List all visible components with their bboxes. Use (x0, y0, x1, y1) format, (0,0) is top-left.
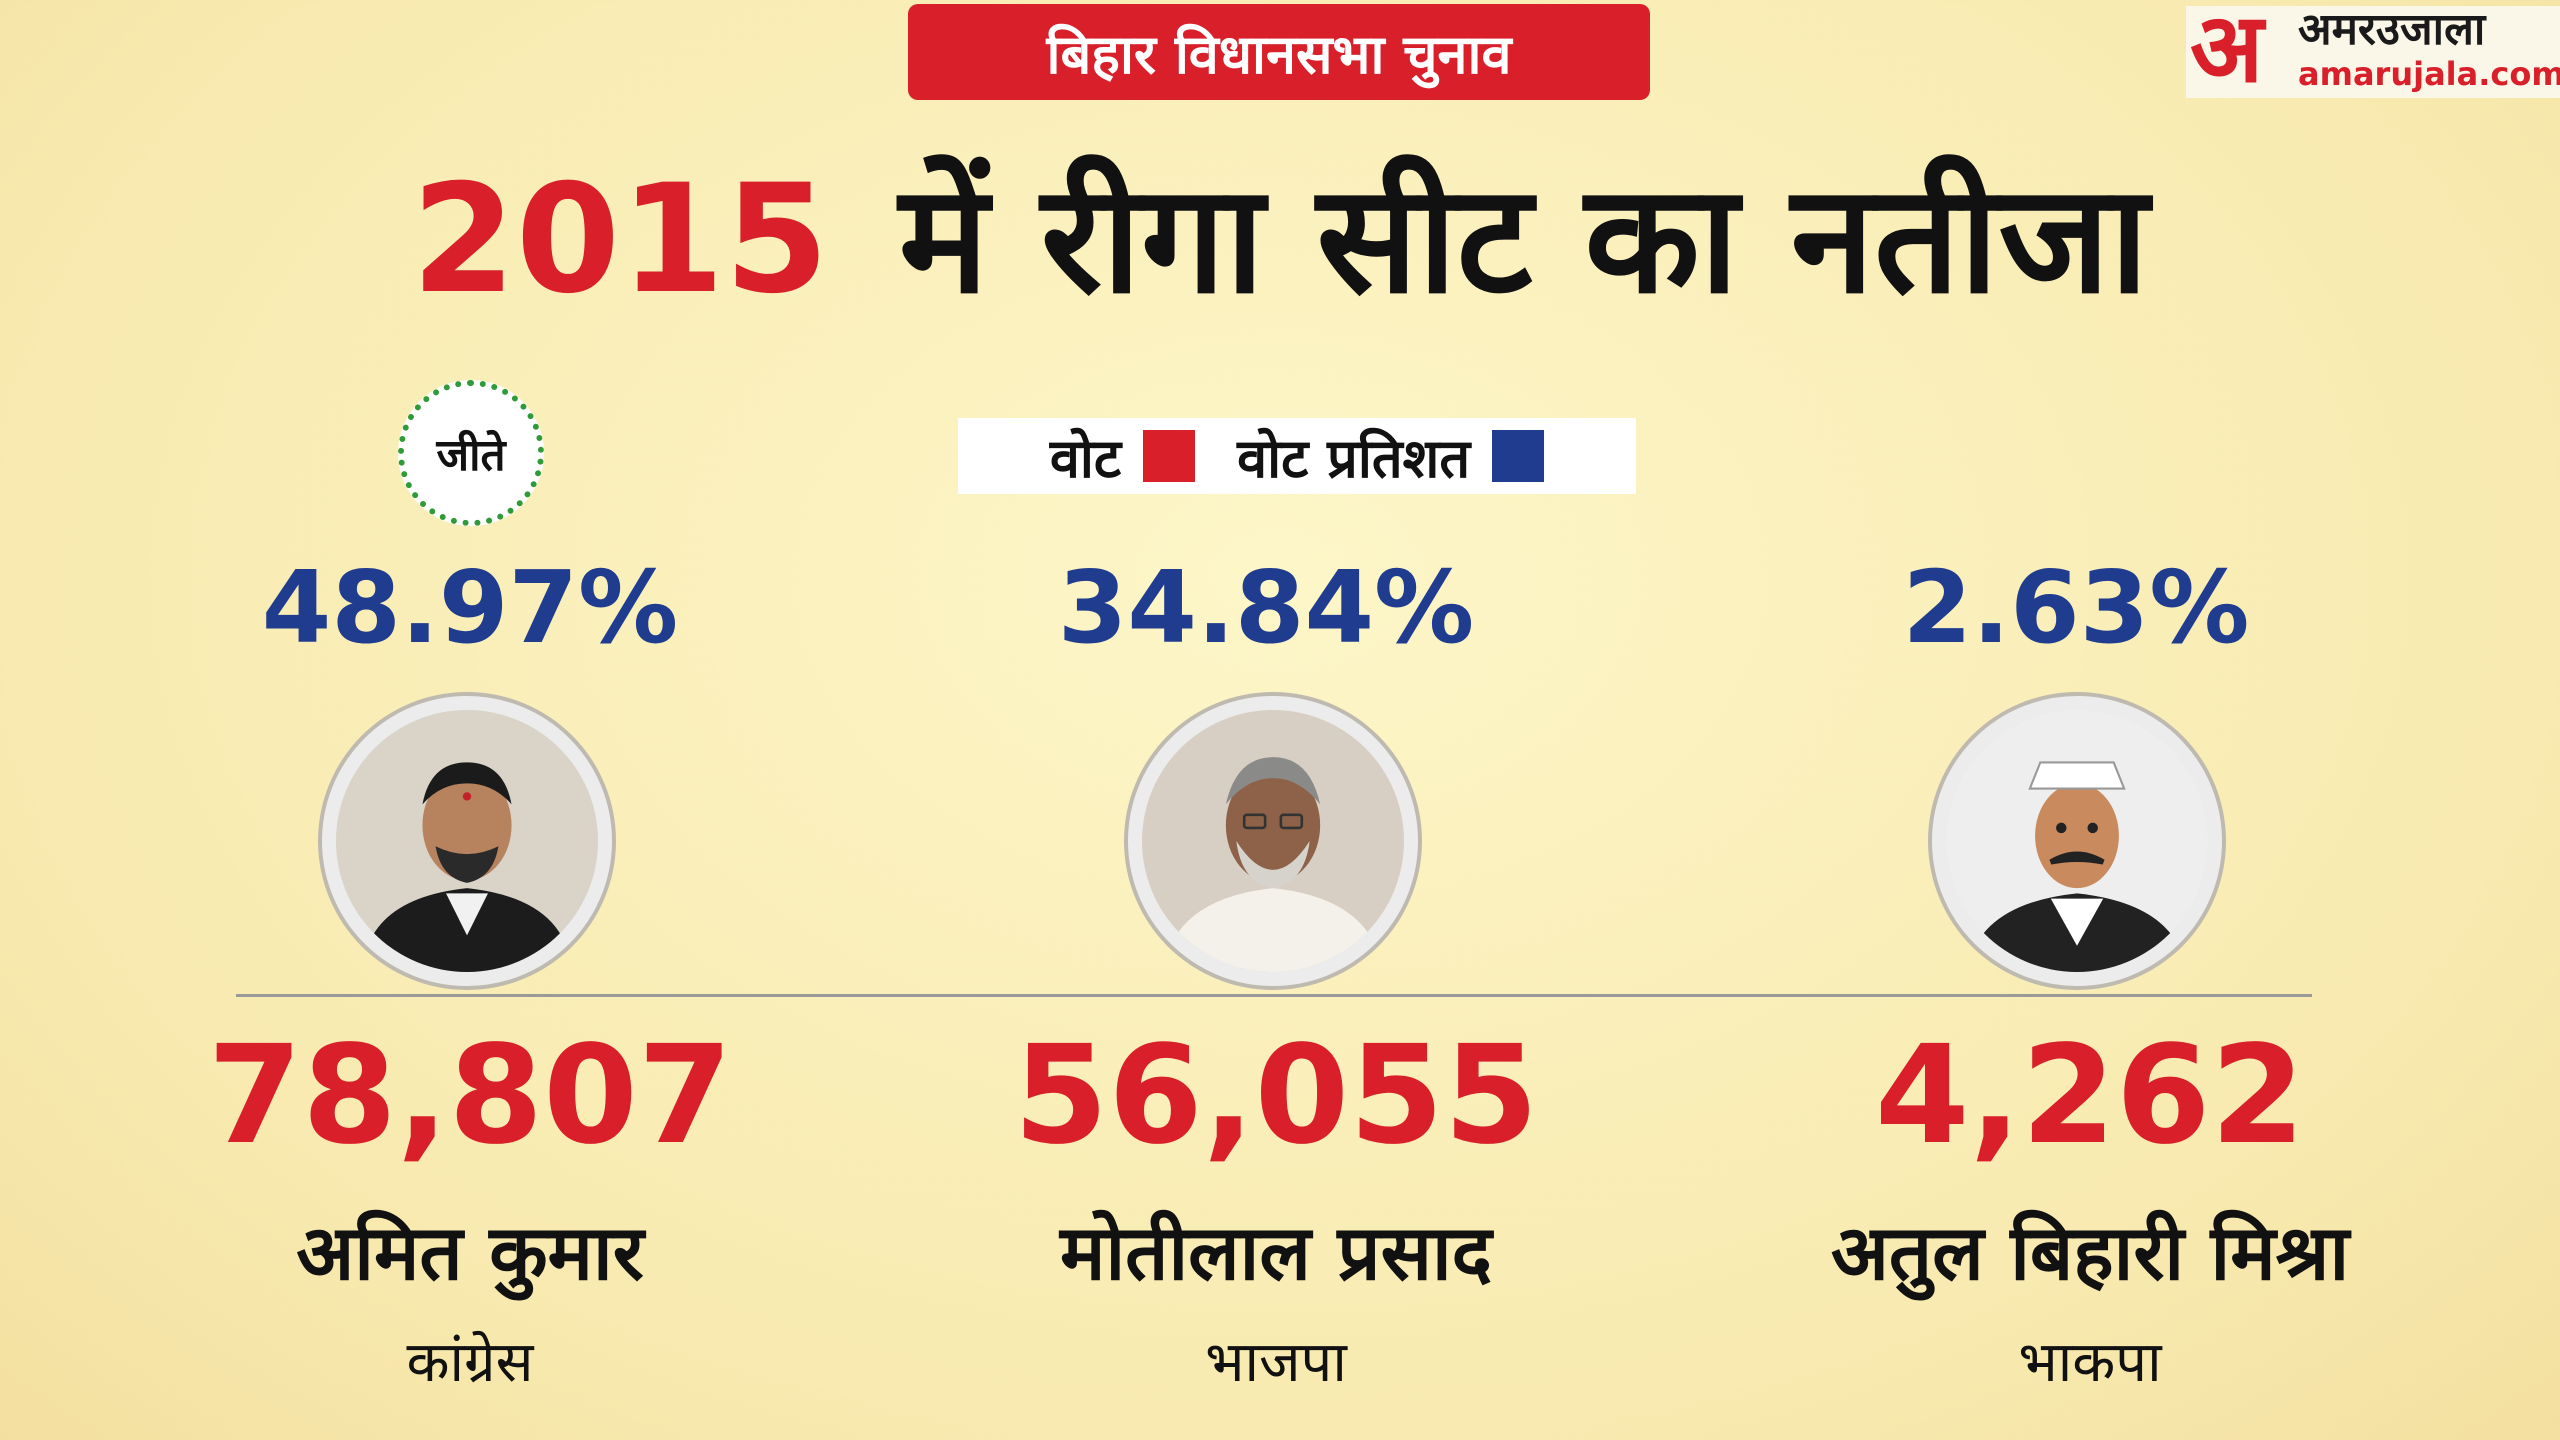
candidate-3-name: अतुल बिहारी मिश्रा (1830, 1208, 2350, 1297)
candidate-1-portrait-icon (336, 710, 598, 972)
legend: वोट वोट प्रतिशत (958, 418, 1636, 494)
legend-votes-swatch (1143, 430, 1196, 482)
candidate-3-percent: 2.63% (1902, 549, 2250, 666)
candidate-1-photo (322, 696, 612, 986)
candidate-3-cartoon-icon (1946, 710, 2208, 972)
page-title: 2015 में रीगा सीट का नतीजा (0, 150, 2560, 330)
legend-percent-swatch (1492, 430, 1545, 482)
amarujala-logo: अ अमरउजाला amarujala.com (2186, 0, 2560, 98)
candidate-2-votes: 56,055 (1013, 1017, 1539, 1175)
candidate-2-party: भाजपा (1205, 1330, 1347, 1395)
divider-line (236, 994, 2312, 997)
candidate-3-photo (1932, 696, 2222, 986)
candidate-2-name: मोतीलाल प्रसाद (1060, 1208, 1492, 1297)
title-text: में रीगा सीट का नतीजा (898, 153, 2149, 327)
candidate-1-votes: 78,807 (207, 1017, 733, 1175)
candidate-2-photo (1128, 696, 1418, 986)
title-year: 2015 (411, 153, 829, 327)
candidate-3-votes: 4,262 (1874, 1017, 2306, 1175)
winner-badge: जीते (398, 380, 544, 526)
candidate-2-portrait-icon (1142, 710, 1404, 972)
legend-votes-label: वोट (1049, 427, 1122, 490)
header-banner: बिहार विधानसभा चुनाव (908, 4, 1650, 100)
candidate-1-name: अमित कुमार (296, 1208, 644, 1297)
candidate-3-party: भाकपा (2018, 1330, 2162, 1395)
logo-mark: अ (2190, 0, 2264, 104)
candidate-1-percent: 48.97% (261, 549, 679, 666)
candidate-2-percent: 34.84% (1057, 549, 1475, 666)
candidate-1-party: कांग्रेस (406, 1330, 534, 1395)
logo-hindi-text: अमरउजाला (2298, 4, 2486, 55)
legend-percent-label: वोट प्रतिशत (1237, 427, 1471, 490)
logo-english-text: amarujala.com (2298, 55, 2560, 93)
